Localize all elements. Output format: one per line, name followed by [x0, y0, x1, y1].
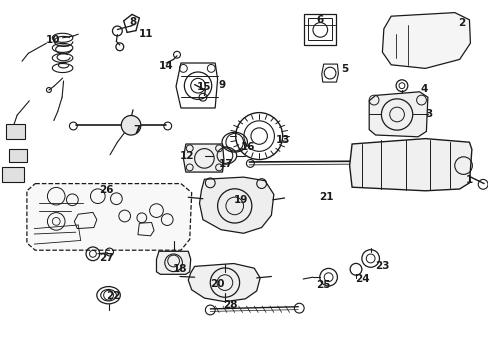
Polygon shape	[6, 124, 25, 139]
Polygon shape	[188, 264, 260, 302]
Text: 6: 6	[316, 15, 323, 25]
Text: 2: 2	[458, 18, 465, 28]
Text: 7: 7	[133, 125, 141, 135]
Text: 24: 24	[355, 274, 369, 284]
Polygon shape	[183, 144, 224, 172]
Polygon shape	[382, 13, 469, 68]
Text: 5: 5	[341, 64, 348, 74]
Text: 20: 20	[210, 279, 224, 289]
Text: 16: 16	[241, 142, 255, 152]
Text: 9: 9	[219, 80, 225, 90]
Bar	[307, 18, 331, 40]
Text: 11: 11	[138, 29, 153, 39]
Polygon shape	[2, 167, 24, 182]
Text: 14: 14	[159, 60, 173, 71]
Polygon shape	[368, 92, 427, 137]
Text: 13: 13	[275, 135, 289, 145]
Text: 12: 12	[179, 150, 194, 161]
Text: 8: 8	[130, 17, 137, 27]
Text: 1: 1	[465, 175, 472, 185]
Polygon shape	[349, 139, 471, 191]
Polygon shape	[199, 177, 273, 233]
Text: 25: 25	[316, 280, 330, 290]
Text: 3: 3	[425, 109, 432, 120]
Text: 18: 18	[172, 264, 187, 274]
Text: 26: 26	[99, 185, 114, 195]
Text: 10: 10	[45, 35, 60, 45]
Text: 23: 23	[374, 261, 389, 271]
Polygon shape	[156, 251, 190, 274]
Polygon shape	[27, 184, 191, 250]
Polygon shape	[9, 149, 27, 162]
Text: 28: 28	[223, 300, 238, 310]
Circle shape	[121, 116, 141, 135]
Text: 19: 19	[233, 195, 247, 205]
Text: 27: 27	[99, 253, 114, 264]
Text: 21: 21	[319, 192, 333, 202]
Text: 22: 22	[106, 291, 121, 301]
Text: 4: 4	[420, 84, 427, 94]
Text: 15: 15	[197, 82, 211, 92]
Bar	[304, 14, 335, 45]
Text: 17: 17	[218, 159, 233, 169]
